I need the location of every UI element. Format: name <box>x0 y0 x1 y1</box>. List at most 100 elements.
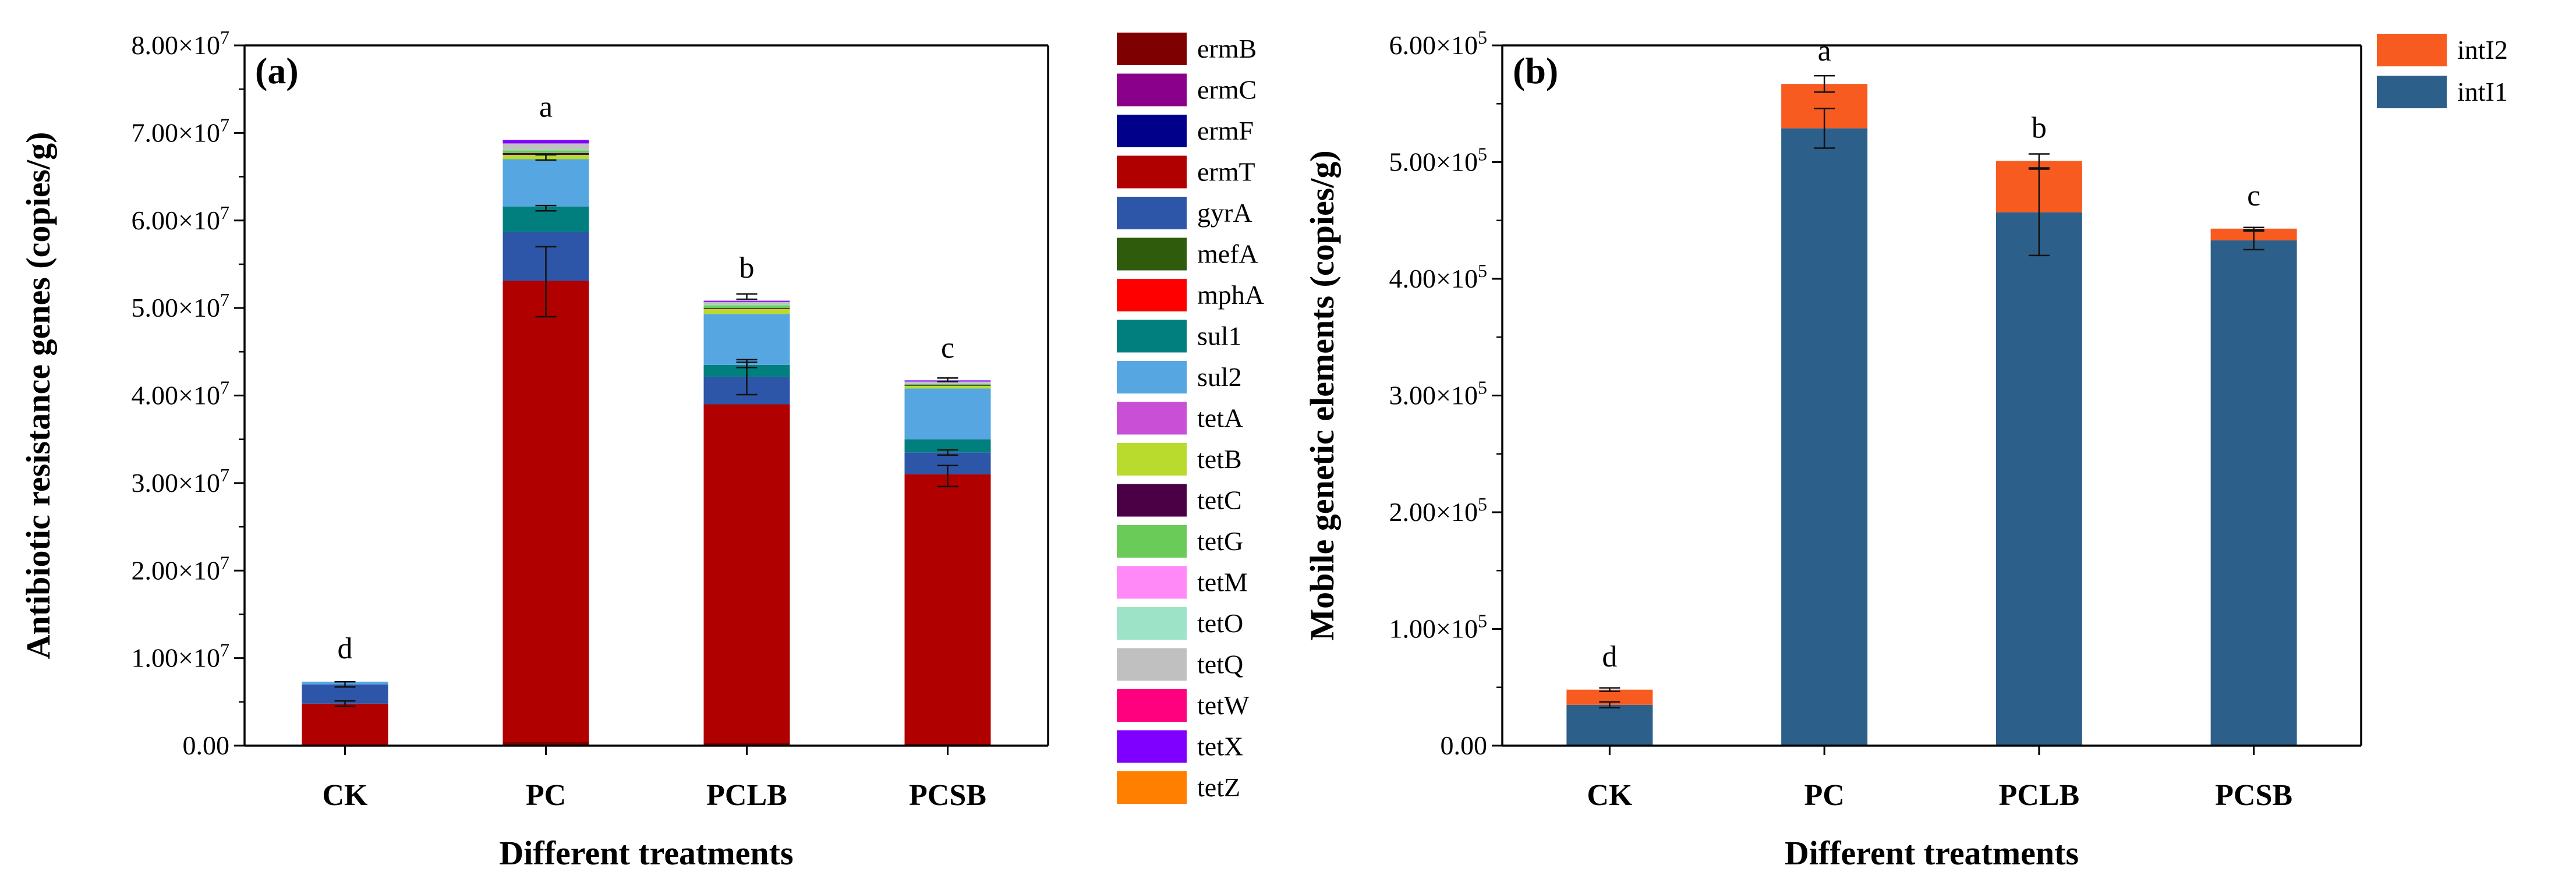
bar-segment-pclb-tetx <box>703 300 790 302</box>
y-tick-label: 3.00×107 <box>132 464 229 498</box>
y-tick-label: 6.00×107 <box>132 202 229 235</box>
bar-segment-pcsb-ermt <box>904 474 991 744</box>
y-tick-label: 8.00×107 <box>132 27 229 60</box>
bar-segment-pcsb-tetq <box>904 381 991 384</box>
legend-label-gyra: gyrA <box>1197 198 1252 228</box>
legend-swatch-ermc <box>1117 73 1187 107</box>
significance-letter-pc: a <box>539 90 553 123</box>
significance-letter-pc: a <box>1818 34 1831 68</box>
bar-segment-ck-ermt <box>302 703 388 746</box>
bar-segment-ck-inti1 <box>1566 704 1653 746</box>
legend-label-tetx: tetX <box>1197 732 1243 761</box>
legend-swatch-teto <box>1117 607 1187 640</box>
y-axis-title: Mobile genetic elements (copies/g) <box>1303 150 1341 640</box>
bar-segment-pc-ermb <box>503 742 589 746</box>
x-tick-label-pc: PC <box>526 779 566 812</box>
legend-label-teto: tetO <box>1197 608 1243 638</box>
y-tick-label: 3.00×105 <box>1389 377 1487 410</box>
legend-swatch-tetz <box>1117 771 1187 804</box>
chart-a: (a) d CK a PC b PCLB c PCSB 0.00 1.00×107 2.00×107 3… <box>19 27 1264 872</box>
legend-label-inti1: intI1 <box>2457 77 2508 107</box>
bar-segment-pc-tetc <box>503 153 589 155</box>
legend-label-tetm: tetM <box>1197 568 1248 597</box>
y-tick-label: 5.00×105 <box>1389 144 1487 177</box>
significance-letter-ck: d <box>1602 640 1617 673</box>
legend-label-tetg: tetG <box>1197 526 1243 556</box>
x-axis-title: Different treatments <box>499 834 793 872</box>
legend-label-sul1: sul1 <box>1197 321 1242 351</box>
panel-label: (b) <box>1513 50 1558 91</box>
bar-segment-pc-tetg <box>503 150 589 153</box>
legend-swatch-tetc <box>1117 484 1187 517</box>
legend-swatch-sul1 <box>1117 320 1187 353</box>
y-tick-label: 5.00×107 <box>132 289 229 322</box>
legend: intI2 intI1 <box>2377 34 2508 108</box>
bar-segment-pclb-tetb <box>703 309 790 314</box>
y-tick-label: 4.00×107 <box>132 377 229 410</box>
x-tick-label-pc: PC <box>1804 779 1844 812</box>
y-tick-label: 4.00×105 <box>1389 260 1487 293</box>
panel-label: (a) <box>255 50 299 91</box>
significance-letter-pclb: b <box>739 251 755 285</box>
legend-swatch-mpha <box>1117 279 1187 311</box>
legend-label-inti2: intI2 <box>2457 35 2508 65</box>
significance-letter-ck: d <box>338 632 353 665</box>
y-tick-label: 7.00×107 <box>132 114 229 147</box>
y-tick-label: 2.00×107 <box>132 552 229 585</box>
bar-segment-pcsb-tetg <box>904 384 991 386</box>
significance-letter-pcsb: c <box>941 332 954 365</box>
legend-label-teta: tetA <box>1197 403 1243 433</box>
bar-segment-pc-teto <box>503 149 589 151</box>
significance-letter-pcsb: c <box>2247 179 2260 212</box>
legend-swatch-tetm <box>1117 566 1187 599</box>
bar-segment-pcsb-sul1 <box>904 439 991 453</box>
legend-swatch-ermb <box>1117 33 1187 65</box>
bar-segment-pclb-ermb <box>703 743 790 746</box>
y-tick-label: 6.00×105 <box>1389 27 1487 60</box>
y-tick-label: 0.00 <box>183 731 230 760</box>
y-tick-label: 0.00 <box>1441 731 1488 760</box>
legend-swatch-inti2 <box>2377 34 2447 66</box>
legend-swatch-gyra <box>1117 197 1187 229</box>
x-tick-label-ck: CK <box>1587 779 1633 812</box>
bar-segment-pclb-tetg <box>703 305 790 309</box>
bar-segment-pclb-sul2 <box>703 314 790 365</box>
legend-swatch-mefa <box>1117 237 1187 271</box>
legend-label-ermb: ermB <box>1197 34 1257 63</box>
legend-label-tetb: tetB <box>1197 444 1242 474</box>
legend-label-ermt: ermT <box>1197 157 1255 187</box>
legend-swatch-ermt <box>1117 155 1187 189</box>
bar-segment-pclb-ermt <box>703 404 790 743</box>
legend-swatch-tetq <box>1117 648 1187 681</box>
bar-segment-pc-sul2 <box>503 159 589 207</box>
legend-swatch-tetg <box>1117 525 1187 558</box>
legend-swatch-inti1 <box>2377 76 2447 108</box>
bar-segment-pc-inti1 <box>1781 128 1868 746</box>
bar-segment-pclb-tetq <box>703 302 790 305</box>
chart-b: (b) d CK a PC b PCLB c PCSB 0.00 1.00×105 2.00×105 3… <box>1303 27 2508 872</box>
legend-swatch-sul2 <box>1117 361 1187 393</box>
x-tick-label-pcsb: PCSB <box>909 779 986 812</box>
legend-swatch-ermf <box>1117 115 1187 147</box>
y-tick-label: 2.00×105 <box>1389 494 1487 527</box>
bar-segment-pc-tetq <box>503 143 589 150</box>
legend-swatch-tetw <box>1117 689 1187 722</box>
legend-label-ermf: ermF <box>1197 116 1254 146</box>
bar-segment-pclb-teto <box>703 304 790 306</box>
bar-segment-pclb-inti1 <box>1995 212 2082 746</box>
legend-label-tetw: tetW <box>1197 690 1250 720</box>
x-axis-title: Different treatments <box>1785 834 2079 872</box>
bar-segment-pc-ermt <box>503 281 589 742</box>
legend-label-tetq: tetQ <box>1197 650 1243 679</box>
bar-segment-pcsb-inti1 <box>2210 240 2297 746</box>
y-tick-label: 1.00×105 <box>1389 611 1487 644</box>
legend-swatch-tetx <box>1117 730 1187 763</box>
y-tick-label: 1.00×107 <box>132 640 229 673</box>
bar-segment-pcsb-sul2 <box>904 388 991 439</box>
x-tick-label-pclb: PCLB <box>1999 779 2080 812</box>
legend-label-sul2: sul2 <box>1197 362 1242 392</box>
bar-segment-pc-tetx <box>503 140 589 144</box>
legend: ermB ermC ermF ermT gyrA mefA mphA sul1 sul2 tetA… <box>1117 33 1264 804</box>
legend-label-tetc: tetC <box>1197 485 1242 515</box>
